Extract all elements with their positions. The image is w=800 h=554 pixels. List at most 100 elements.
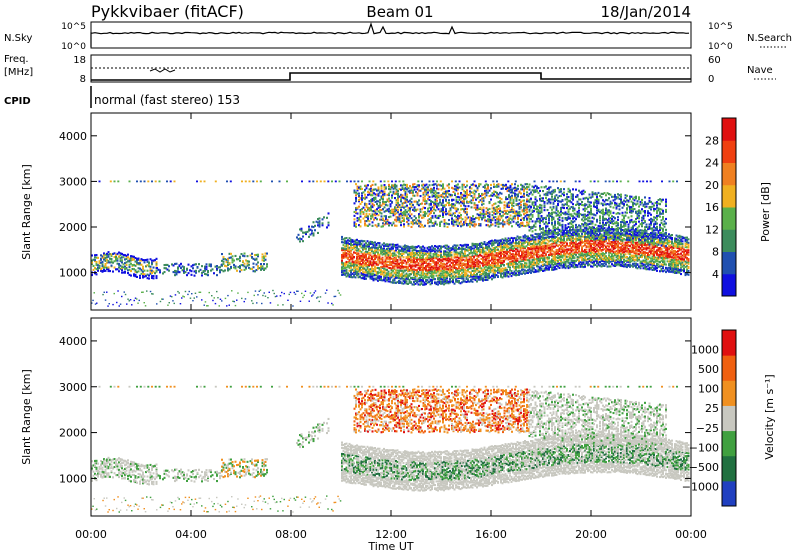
heatmap-cell <box>657 248 660 251</box>
heatmap-cell <box>587 245 589 248</box>
heatmap-cell <box>370 194 372 197</box>
heatmap-cell <box>404 214 407 217</box>
heatmap-cell <box>378 267 381 270</box>
heatmap-cell <box>593 260 595 263</box>
heatmap-cell <box>383 192 386 195</box>
heatmap-cell <box>402 277 405 280</box>
heatmap-cell <box>342 255 345 258</box>
heatmap-cell <box>686 239 688 242</box>
heatmap-cell <box>581 263 583 266</box>
heatmap-cell <box>542 233 544 236</box>
heatmap-cell <box>582 257 585 260</box>
heatmap-cell <box>177 267 179 270</box>
heatmap-cell <box>491 242 493 245</box>
heatmap-cell <box>503 264 505 267</box>
heatmap-cell <box>366 272 369 275</box>
heatmap-cell <box>515 274 517 277</box>
heatmap-cell <box>450 251 453 254</box>
heatmap-cell <box>393 265 396 268</box>
heatmap-cell <box>402 245 405 248</box>
heatmap-cell <box>386 260 388 263</box>
heatmap-cell <box>211 268 214 271</box>
heatmap-cell <box>183 270 185 273</box>
heatmap-cell <box>663 261 666 264</box>
heatmap-cell <box>377 253 379 256</box>
heatmap-cell <box>400 209 402 212</box>
heatmap-cell <box>474 265 477 268</box>
heatmap-cell <box>515 257 517 260</box>
heatmap-cell <box>633 254 636 257</box>
heatmap-cell <box>513 259 516 262</box>
heatmap-cell <box>419 278 421 281</box>
heatmap-cell <box>393 245 396 248</box>
heatmap-cell <box>401 269 403 272</box>
heatmap-cell <box>101 266 104 269</box>
heatmap-cell <box>671 234 673 237</box>
heatmap-cell <box>432 260 435 263</box>
heatmap-cell <box>458 259 460 262</box>
heatmap-cell <box>438 272 441 275</box>
heatmap-cell <box>365 253 367 256</box>
heatmap-cell <box>355 200 357 203</box>
heatmap-cell <box>671 248 673 251</box>
heatmap-cell <box>118 270 120 273</box>
heatmap-cell <box>317 224 319 227</box>
heatmap-cell <box>387 247 390 250</box>
heatmap-cell <box>391 194 393 197</box>
heatmap-cell <box>437 268 439 271</box>
heatmap-cell <box>518 241 520 244</box>
heatmap-cell <box>207 270 209 273</box>
heatmap-cell <box>570 265 573 268</box>
heatmap-cell <box>567 267 570 270</box>
heatmap-cell <box>411 271 414 274</box>
heatmap-cell <box>459 254 462 257</box>
heatmap-cell <box>531 247 534 250</box>
heatmap-cell <box>378 260 381 263</box>
heatmap-cell <box>438 263 441 266</box>
heatmap-cell <box>600 239 603 242</box>
heatmap-cell <box>677 239 679 242</box>
heatmap-cell <box>419 280 421 283</box>
heatmap-cell <box>602 263 604 266</box>
heatmap-cell <box>573 248 576 251</box>
heatmap-cell <box>436 223 438 226</box>
heatmap-cell <box>555 236 558 239</box>
heatmap-cell <box>362 256 364 259</box>
heatmap-cell <box>515 242 517 245</box>
heatmap-cell <box>366 267 369 270</box>
heatmap-cell <box>444 256 447 259</box>
heatmap-cell <box>620 233 622 236</box>
heatmap-cell <box>662 258 664 261</box>
heatmap-cell <box>224 269 226 272</box>
heatmap-cell <box>356 270 358 273</box>
heatmap-cell <box>459 264 462 267</box>
heatmap-cell <box>680 266 682 269</box>
heatmap-cell <box>390 267 393 270</box>
heatmap-cell <box>413 208 416 211</box>
heatmap-cell <box>440 261 442 264</box>
heatmap-cell <box>659 270 661 273</box>
heatmap-cell <box>545 246 547 249</box>
heatmap-cell <box>424 207 426 210</box>
heatmap-cell <box>554 242 556 245</box>
heatmap-cell <box>446 270 448 273</box>
heatmap-cell <box>599 253 601 256</box>
heatmap-cell <box>557 244 559 247</box>
heatmap-cell <box>651 244 654 247</box>
heatmap-cell <box>543 239 546 242</box>
heatmap-cell <box>563 233 565 236</box>
freq-series <box>91 72 691 81</box>
heatmap-cell <box>371 213 374 216</box>
heatmap-cell <box>205 268 208 271</box>
heatmap-cell <box>576 264 579 267</box>
heatmap-cell <box>680 248 682 251</box>
heatmap-cell <box>405 263 408 266</box>
heatmap-cell <box>516 246 519 249</box>
heatmap-cell <box>656 257 658 260</box>
heatmap-cell <box>570 242 573 245</box>
heatmap-cell <box>626 249 628 252</box>
heatmap-cell <box>650 257 652 260</box>
heatmap-cell <box>651 259 654 262</box>
heatmap-cell <box>455 253 457 256</box>
heatmap-cell <box>563 242 565 245</box>
